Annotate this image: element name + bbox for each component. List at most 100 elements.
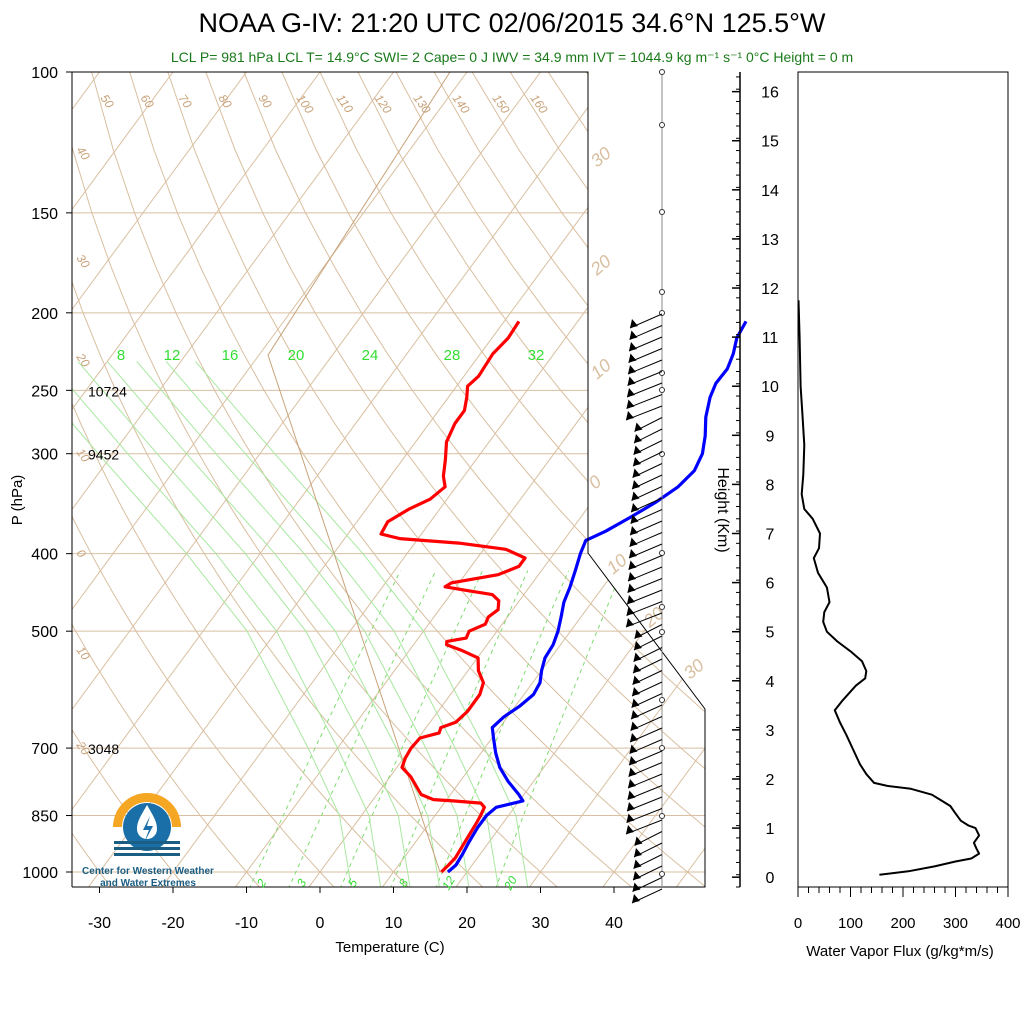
- isotherm-line: [749, 72, 1024, 889]
- isotherm-label: 110: [334, 92, 357, 116]
- wind-barbs: [625, 69, 665, 904]
- wind-barb-flag: [627, 388, 635, 397]
- height-tick-label: 13: [761, 232, 779, 249]
- height-tick-label: 2: [766, 772, 775, 789]
- wind-barb-flag: [632, 687, 640, 696]
- height-axis-title: Height (Km): [714, 467, 731, 552]
- wind-barb-flag: [632, 480, 640, 489]
- flux-frame: [797, 71, 1009, 888]
- dry-adiabat: [72, 72, 560, 887]
- side-temperature-label: 10: [74, 644, 93, 663]
- height-label: 3048: [88, 741, 119, 757]
- height-tick-label: 3: [766, 723, 775, 740]
- isotherm-label: 130: [411, 92, 434, 117]
- right-edge-label: 10: [587, 355, 615, 383]
- dry-adiabat: [395, 72, 705, 887]
- pressure-tick-label: 150: [31, 206, 58, 223]
- dry-adiabat: [129, 72, 705, 887]
- height-tick-label: 16: [761, 85, 779, 102]
- height-tick-label: 12: [761, 281, 779, 298]
- pressure-tick-label: 300: [31, 447, 58, 464]
- logo-wave: [114, 841, 180, 844]
- wind-barb-flag: [630, 319, 638, 328]
- flux-tick-label: 200: [890, 915, 915, 932]
- wind-barb-flag: [627, 595, 635, 604]
- moist-adiabat-label: 16: [222, 347, 239, 364]
- wind-barb-flag: [626, 813, 635, 823]
- wind-barb-flag: [629, 549, 637, 558]
- logo-wave: [114, 853, 180, 856]
- wind-barb-flag: [626, 411, 634, 420]
- wind-barb-flag: [633, 652, 642, 662]
- wind-barb-flag: [627, 376, 636, 386]
- temperature-profile: [446, 320, 748, 874]
- temperature-tick-label: -20: [161, 915, 184, 932]
- wind-barb-flag: [631, 491, 640, 501]
- isotherm-label: 140: [450, 92, 473, 117]
- pressure-tick-label: 1000: [22, 865, 58, 882]
- wind-barb-flag: [632, 675, 641, 685]
- skewt-profiles: [379, 320, 748, 874]
- isotherm-line: [72, 72, 541, 887]
- isotherm-label: 100: [294, 92, 317, 117]
- dry-adiabat: [167, 72, 705, 887]
- pressure-tick-label: 850: [31, 809, 58, 826]
- wind-barb-flag: [628, 779, 636, 788]
- temperature-tick-label: 10: [385, 915, 403, 932]
- wind-barb-flag: [633, 445, 642, 455]
- water-vapor-flux-profile: [797, 300, 981, 876]
- wind-barb-flag: [628, 572, 636, 581]
- wind-barb-flag: [632, 882, 641, 892]
- moist-adiabat-label: 8: [117, 347, 125, 364]
- height-tick-label: 9: [766, 428, 775, 445]
- temperature-tick-label: 20: [458, 915, 476, 932]
- height-tick-label: 11: [762, 330, 779, 347]
- wind-barb-flag: [634, 422, 643, 432]
- moist-adiabat: [195, 361, 529, 887]
- wind-barb-flag: [633, 664, 641, 673]
- moist-adiabat-label: 20: [288, 347, 305, 364]
- barb-level-marker: [659, 122, 665, 128]
- height-tick-label: 1: [766, 821, 775, 838]
- logo-wave: [114, 847, 180, 850]
- cw3e-logo: [113, 793, 181, 856]
- pressure-tick-label: 100: [31, 65, 58, 82]
- flux-axis-title: Water Vapor Flux (g/kg*m/s): [806, 943, 994, 960]
- barb-level-marker: [659, 209, 665, 215]
- pressure-tick-label: 400: [31, 547, 58, 564]
- moist-adiabat-label: 32: [528, 347, 545, 364]
- barb-level-marker: [659, 745, 665, 751]
- moist-adiabat: [72, 361, 353, 887]
- mixing-ratio-line: [494, 570, 623, 887]
- mixing-ratio-line: [287, 570, 437, 887]
- pressure-tick-label: 700: [31, 741, 58, 758]
- mixing-ratio-label: 12: [439, 873, 458, 892]
- moist-adiabat-label: 24: [362, 347, 379, 364]
- dry-adiabat: [243, 72, 705, 887]
- side-temperature-label: 40: [74, 144, 93, 163]
- chart-subtitle: LCL P= 981 hPa LCL T= 14.9°C SWI= 2 Cape…: [170, 49, 854, 65]
- wind-barb-flag: [626, 606, 635, 616]
- wind-barb-flag: [629, 537, 638, 547]
- wind-barb-flag: [634, 641, 642, 650]
- wind-barb-flag: [628, 353, 637, 363]
- height-label: 10724: [88, 383, 127, 399]
- wind-barb-flag: [629, 330, 638, 340]
- wind-barb-flag: [633, 457, 641, 466]
- mixing-ratio-line: [248, 570, 401, 887]
- dry-adiabat: [357, 72, 705, 887]
- isotherm-label: 120: [372, 92, 395, 117]
- isotherm-line: [72, 72, 394, 887]
- wind-barb-flag: [631, 710, 639, 719]
- skewt-background-lines: [72, 72, 1024, 889]
- logo-caption-line2: and Water Extremes: [100, 878, 196, 889]
- barb-level-marker: [659, 697, 665, 703]
- flux-tick-label: 300: [943, 915, 968, 932]
- pressure-tick-label: 250: [31, 383, 58, 400]
- wind-barb-flag: [629, 744, 638, 754]
- side-temperature-label: 20: [73, 350, 93, 370]
- height-tick-label: 7: [766, 527, 775, 544]
- barb-level-marker: [659, 629, 665, 635]
